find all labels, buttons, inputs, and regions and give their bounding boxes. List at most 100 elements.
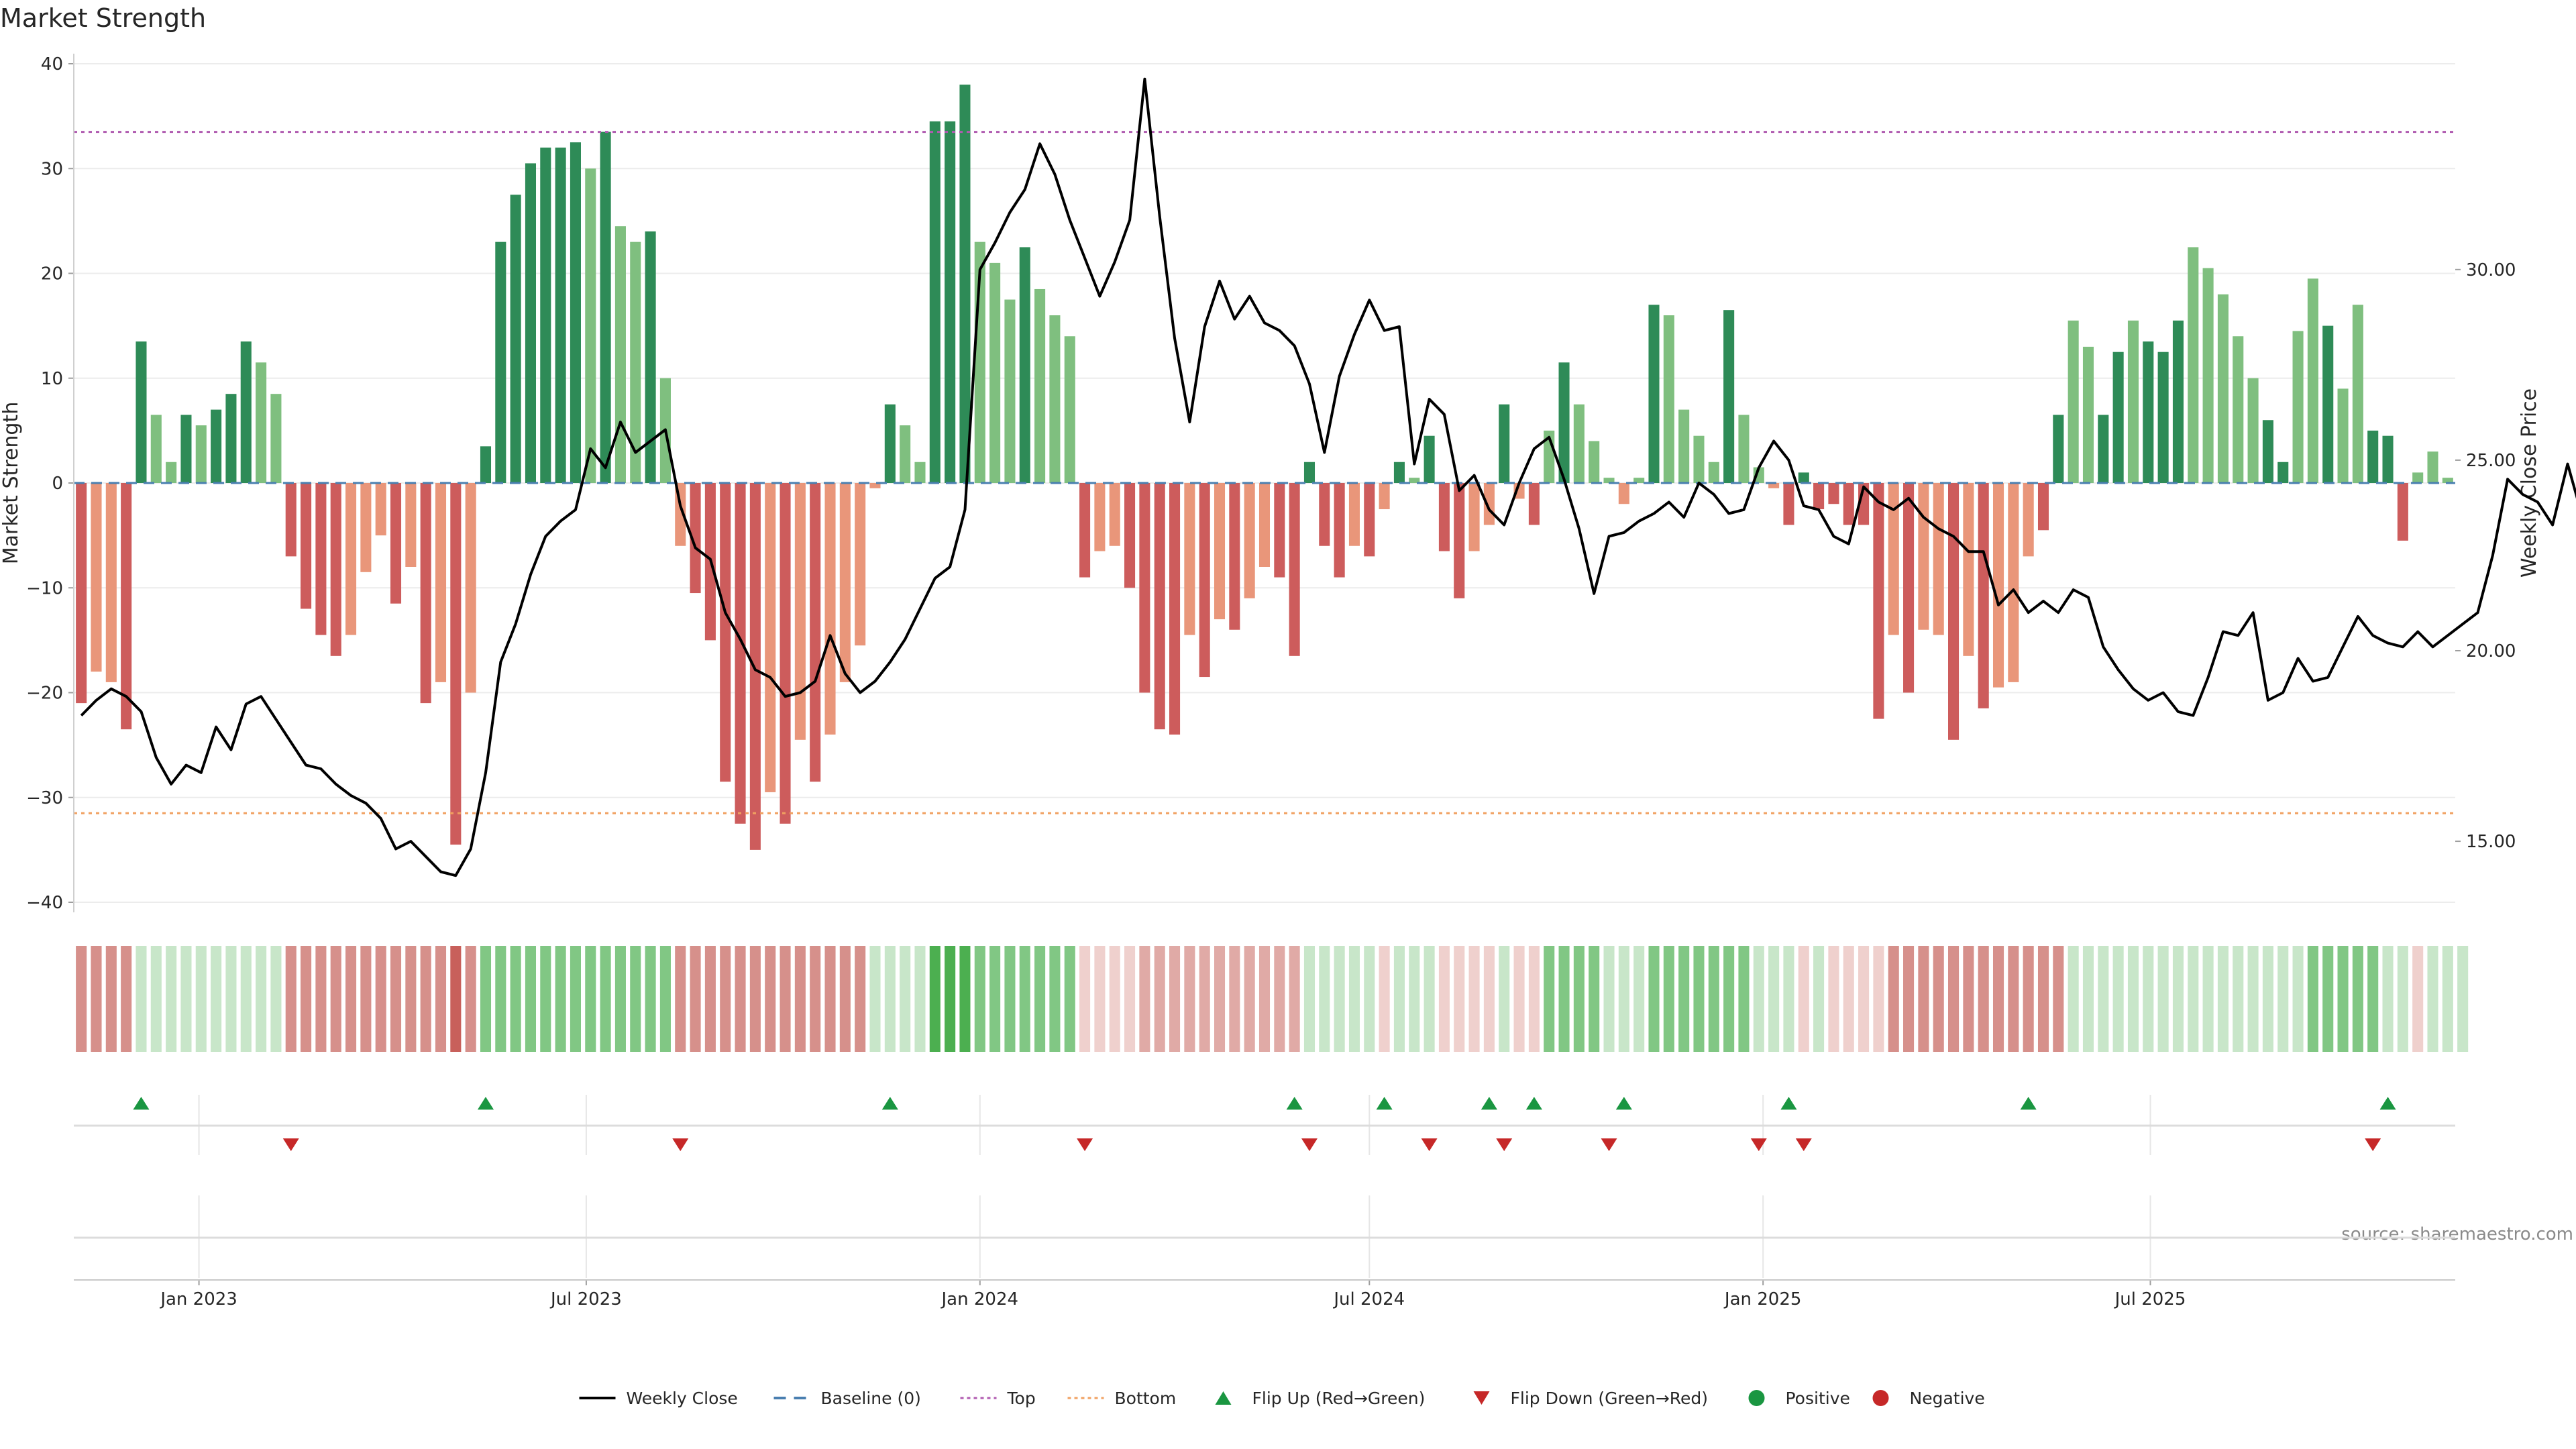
strength-bar — [1109, 483, 1120, 546]
heat-cell — [1094, 946, 1106, 1052]
strength-bar — [1499, 404, 1510, 483]
y2-tick-label: 25.00 — [2466, 451, 2516, 471]
heat-cell — [330, 946, 341, 1052]
heat-cell — [1004, 946, 1016, 1052]
flip-down-marker — [1496, 1138, 1513, 1151]
heat-cell — [929, 946, 941, 1052]
heat-cell — [704, 946, 716, 1052]
reference-lines — [74, 131, 2455, 814]
heat-cell — [1992, 946, 2004, 1052]
strength-bar — [945, 121, 956, 483]
legend-label: Baseline (0) — [821, 1389, 921, 1408]
strength-bar — [1589, 441, 1600, 483]
heat-cell — [91, 946, 102, 1052]
heat-strip — [76, 946, 2469, 1052]
strength-bar — [959, 85, 971, 483]
strength-bar — [166, 462, 177, 483]
strength-bar — [1528, 483, 1540, 525]
heat-cell — [1303, 946, 1316, 1052]
strength-bar — [270, 394, 282, 483]
strength-bar — [1648, 305, 1660, 483]
strength-bar — [2127, 320, 2139, 483]
heat-cell — [1274, 946, 1285, 1052]
heat-cell — [1169, 946, 1181, 1052]
heat-cell — [2082, 946, 2094, 1052]
strength-bar — [1678, 409, 1690, 483]
strength-bar — [1004, 299, 1016, 483]
heat-cell — [869, 946, 881, 1052]
x-tick-label: Jan 2024 — [941, 1289, 1019, 1309]
heat-cell — [2382, 946, 2394, 1052]
heat-cell — [360, 946, 372, 1052]
y2-tick-label: 30.00 — [2466, 260, 2516, 280]
strength-bar — [2082, 346, 2094, 483]
strength-bar — [2157, 352, 2169, 483]
heat-cell — [2442, 946, 2453, 1052]
strength-bar — [1303, 462, 1316, 483]
heat-cell — [1139, 946, 1150, 1052]
heat-cell — [2247, 946, 2259, 1052]
strength-bar — [330, 483, 341, 656]
x-tick-label: Jul 2023 — [549, 1289, 622, 1309]
heat-cell — [211, 946, 222, 1052]
heat-cell — [2217, 946, 2229, 1052]
strength-bar — [2053, 415, 2064, 483]
strength-bar — [749, 483, 761, 850]
heat-cell — [2352, 946, 2363, 1052]
heat-cell — [2098, 946, 2109, 1052]
strength-bar — [2382, 435, 2394, 483]
heat-cell — [420, 946, 431, 1052]
flip-up-marker — [1615, 1097, 1632, 1110]
y-tick-label: 40 — [41, 54, 63, 74]
heat-cell — [2457, 946, 2469, 1052]
heat-cell — [510, 946, 521, 1052]
heat-cell — [974, 946, 985, 1052]
strength-bar — [540, 148, 551, 483]
strength-bar — [420, 483, 431, 704]
strength-bar — [1843, 483, 1854, 525]
heat-cell — [1124, 946, 1136, 1052]
strength-bar — [1019, 247, 1030, 483]
heat-cell — [1064, 946, 1075, 1052]
legend: Weekly Close Baseline (0) Top Bottom Flip Up… — [579, 1389, 1985, 1408]
strength-bar — [645, 231, 656, 483]
heat-cell — [600, 946, 611, 1052]
strength-bar — [585, 168, 596, 483]
heat-cell — [1154, 946, 1165, 1052]
heat-cell — [121, 946, 132, 1052]
strength-bar — [1258, 483, 1271, 567]
legend-label: Flip Up (Red→Green) — [1252, 1389, 1426, 1408]
heat-cell — [839, 946, 851, 1052]
heat-cell — [1648, 946, 1660, 1052]
flip-up-marker — [2020, 1097, 2037, 1110]
strength-bar — [2277, 462, 2289, 483]
legend-swatch-flip-up — [1215, 1391, 1232, 1405]
strength-bar — [150, 415, 162, 483]
heat-cell — [1229, 946, 1240, 1052]
flip-down-marker — [282, 1138, 299, 1151]
heat-cell — [1558, 946, 1570, 1052]
heat-cell — [900, 946, 911, 1052]
legend-label: Flip Down (Green→Red) — [1511, 1389, 1709, 1408]
heat-cell — [375, 946, 386, 1052]
strength-bar — [2023, 483, 2034, 557]
flip-down-marker — [1601, 1138, 1617, 1151]
strength-bar — [76, 483, 87, 704]
strength-bar — [1034, 288, 1046, 483]
heat-cell — [570, 946, 581, 1052]
heat-cell — [2053, 946, 2064, 1052]
strength-bar — [510, 195, 521, 483]
heat-cell — [1438, 946, 1450, 1052]
strength-bar — [720, 483, 731, 782]
y-tick-label: 0 — [52, 474, 63, 494]
strength-bar — [989, 262, 1001, 483]
heat-cell — [2233, 946, 2244, 1052]
heat-cell — [105, 946, 117, 1052]
heat-cell — [1513, 946, 1525, 1052]
strength-bar — [301, 483, 312, 609]
strength-bar — [824, 483, 836, 735]
flip-up-marker — [1780, 1097, 1797, 1110]
strength-bar — [2008, 483, 2019, 682]
heat-cell — [749, 946, 761, 1052]
heat-cell — [1348, 946, 1360, 1052]
